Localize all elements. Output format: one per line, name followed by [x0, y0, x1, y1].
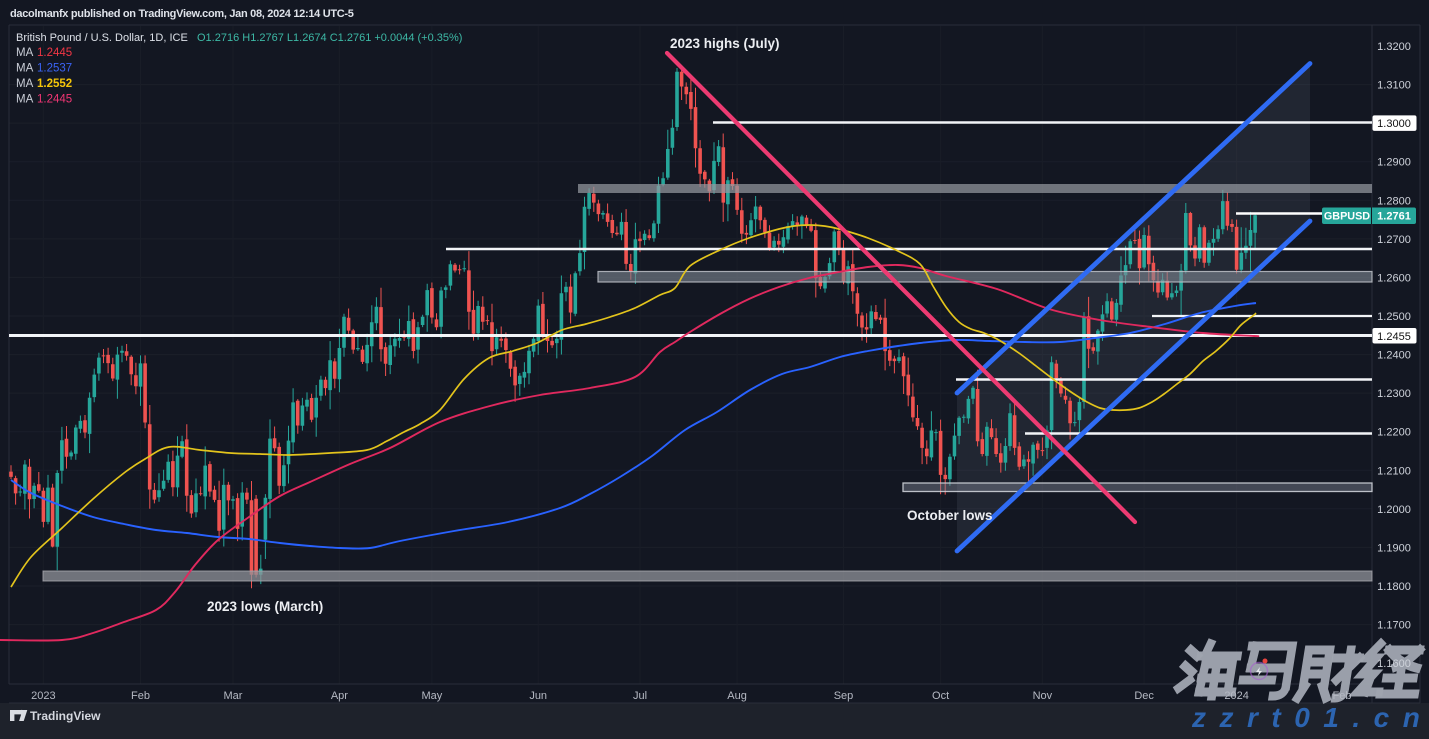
svg-text:GBPUSD: GBPUSD — [1324, 211, 1370, 223]
svg-text:1.2455: 1.2455 — [1377, 331, 1411, 343]
svg-text:1.2445: 1.2445 — [37, 94, 72, 106]
svg-text:1.1800: 1.1800 — [1377, 581, 1411, 593]
svg-text:2023 highs (July): 2023 highs (July) — [670, 36, 780, 51]
svg-text:Oct: Oct — [932, 690, 949, 702]
svg-text:1.3100: 1.3100 — [1377, 80, 1411, 92]
svg-text:October lows: October lows — [907, 508, 993, 523]
svg-text:1.3200: 1.3200 — [1377, 41, 1411, 53]
svg-text:British Pound / U.S. Dollar, 1: British Pound / U.S. Dollar, 1D, ICE — [16, 32, 188, 44]
svg-text:1.3000: 1.3000 — [1377, 118, 1411, 130]
svg-text:1.2537: 1.2537 — [37, 63, 72, 75]
svg-text:2023: 2023 — [31, 690, 55, 702]
svg-text:MA: MA — [16, 63, 34, 75]
svg-text:Jun: Jun — [529, 690, 547, 702]
svg-text:1.2700: 1.2700 — [1377, 234, 1411, 246]
svg-text:1.2900: 1.2900 — [1377, 157, 1411, 169]
svg-text:1.2552: 1.2552 — [37, 78, 72, 90]
svg-text:1.2445: 1.2445 — [37, 47, 72, 59]
svg-text:1.2800: 1.2800 — [1377, 195, 1411, 207]
svg-text:Nov: Nov — [1033, 690, 1053, 702]
svg-text:O1.2716 H1.2767 L1.2674 C1.276: O1.2716 H1.2767 L1.2674 C1.2761 +0.0044 … — [197, 32, 462, 44]
svg-text:1.2500: 1.2500 — [1377, 311, 1411, 323]
svg-text:MA: MA — [16, 78, 34, 90]
svg-text:2024: 2024 — [1224, 690, 1248, 702]
svg-text:May: May — [422, 690, 443, 702]
svg-text:1.2600: 1.2600 — [1377, 272, 1411, 284]
svg-text:Mar: Mar — [224, 690, 243, 702]
svg-text:1.2761: 1.2761 — [1377, 211, 1411, 223]
svg-text:Jul: Jul — [633, 690, 647, 702]
svg-text:Aug: Aug — [727, 690, 747, 702]
svg-text:Dec: Dec — [1134, 690, 1154, 702]
svg-text:Feb: Feb — [131, 690, 150, 702]
svg-text:Sep: Sep — [834, 690, 854, 702]
svg-text:1.2400: 1.2400 — [1377, 350, 1411, 362]
svg-text:1.2000: 1.2000 — [1377, 504, 1411, 516]
svg-text:1.2300: 1.2300 — [1377, 388, 1411, 400]
svg-text:1.2100: 1.2100 — [1377, 465, 1411, 477]
svg-text:1.2200: 1.2200 — [1377, 427, 1411, 439]
svg-text:TradingView: TradingView — [30, 709, 101, 723]
svg-text:dacolmanfx published on Tradin: dacolmanfx published on TradingView.com,… — [10, 8, 354, 20]
svg-text:1.1600: 1.1600 — [1377, 658, 1411, 670]
svg-text:MA: MA — [16, 94, 34, 106]
svg-text:1.1900: 1.1900 — [1377, 542, 1411, 554]
svg-text:Apr: Apr — [331, 690, 348, 702]
svg-text:MA: MA — [16, 47, 34, 59]
svg-text:1.1700: 1.1700 — [1377, 620, 1411, 632]
svg-text:2023 lows (March): 2023 lows (March) — [207, 599, 323, 614]
svg-text:Feb: Feb — [1333, 690, 1352, 702]
